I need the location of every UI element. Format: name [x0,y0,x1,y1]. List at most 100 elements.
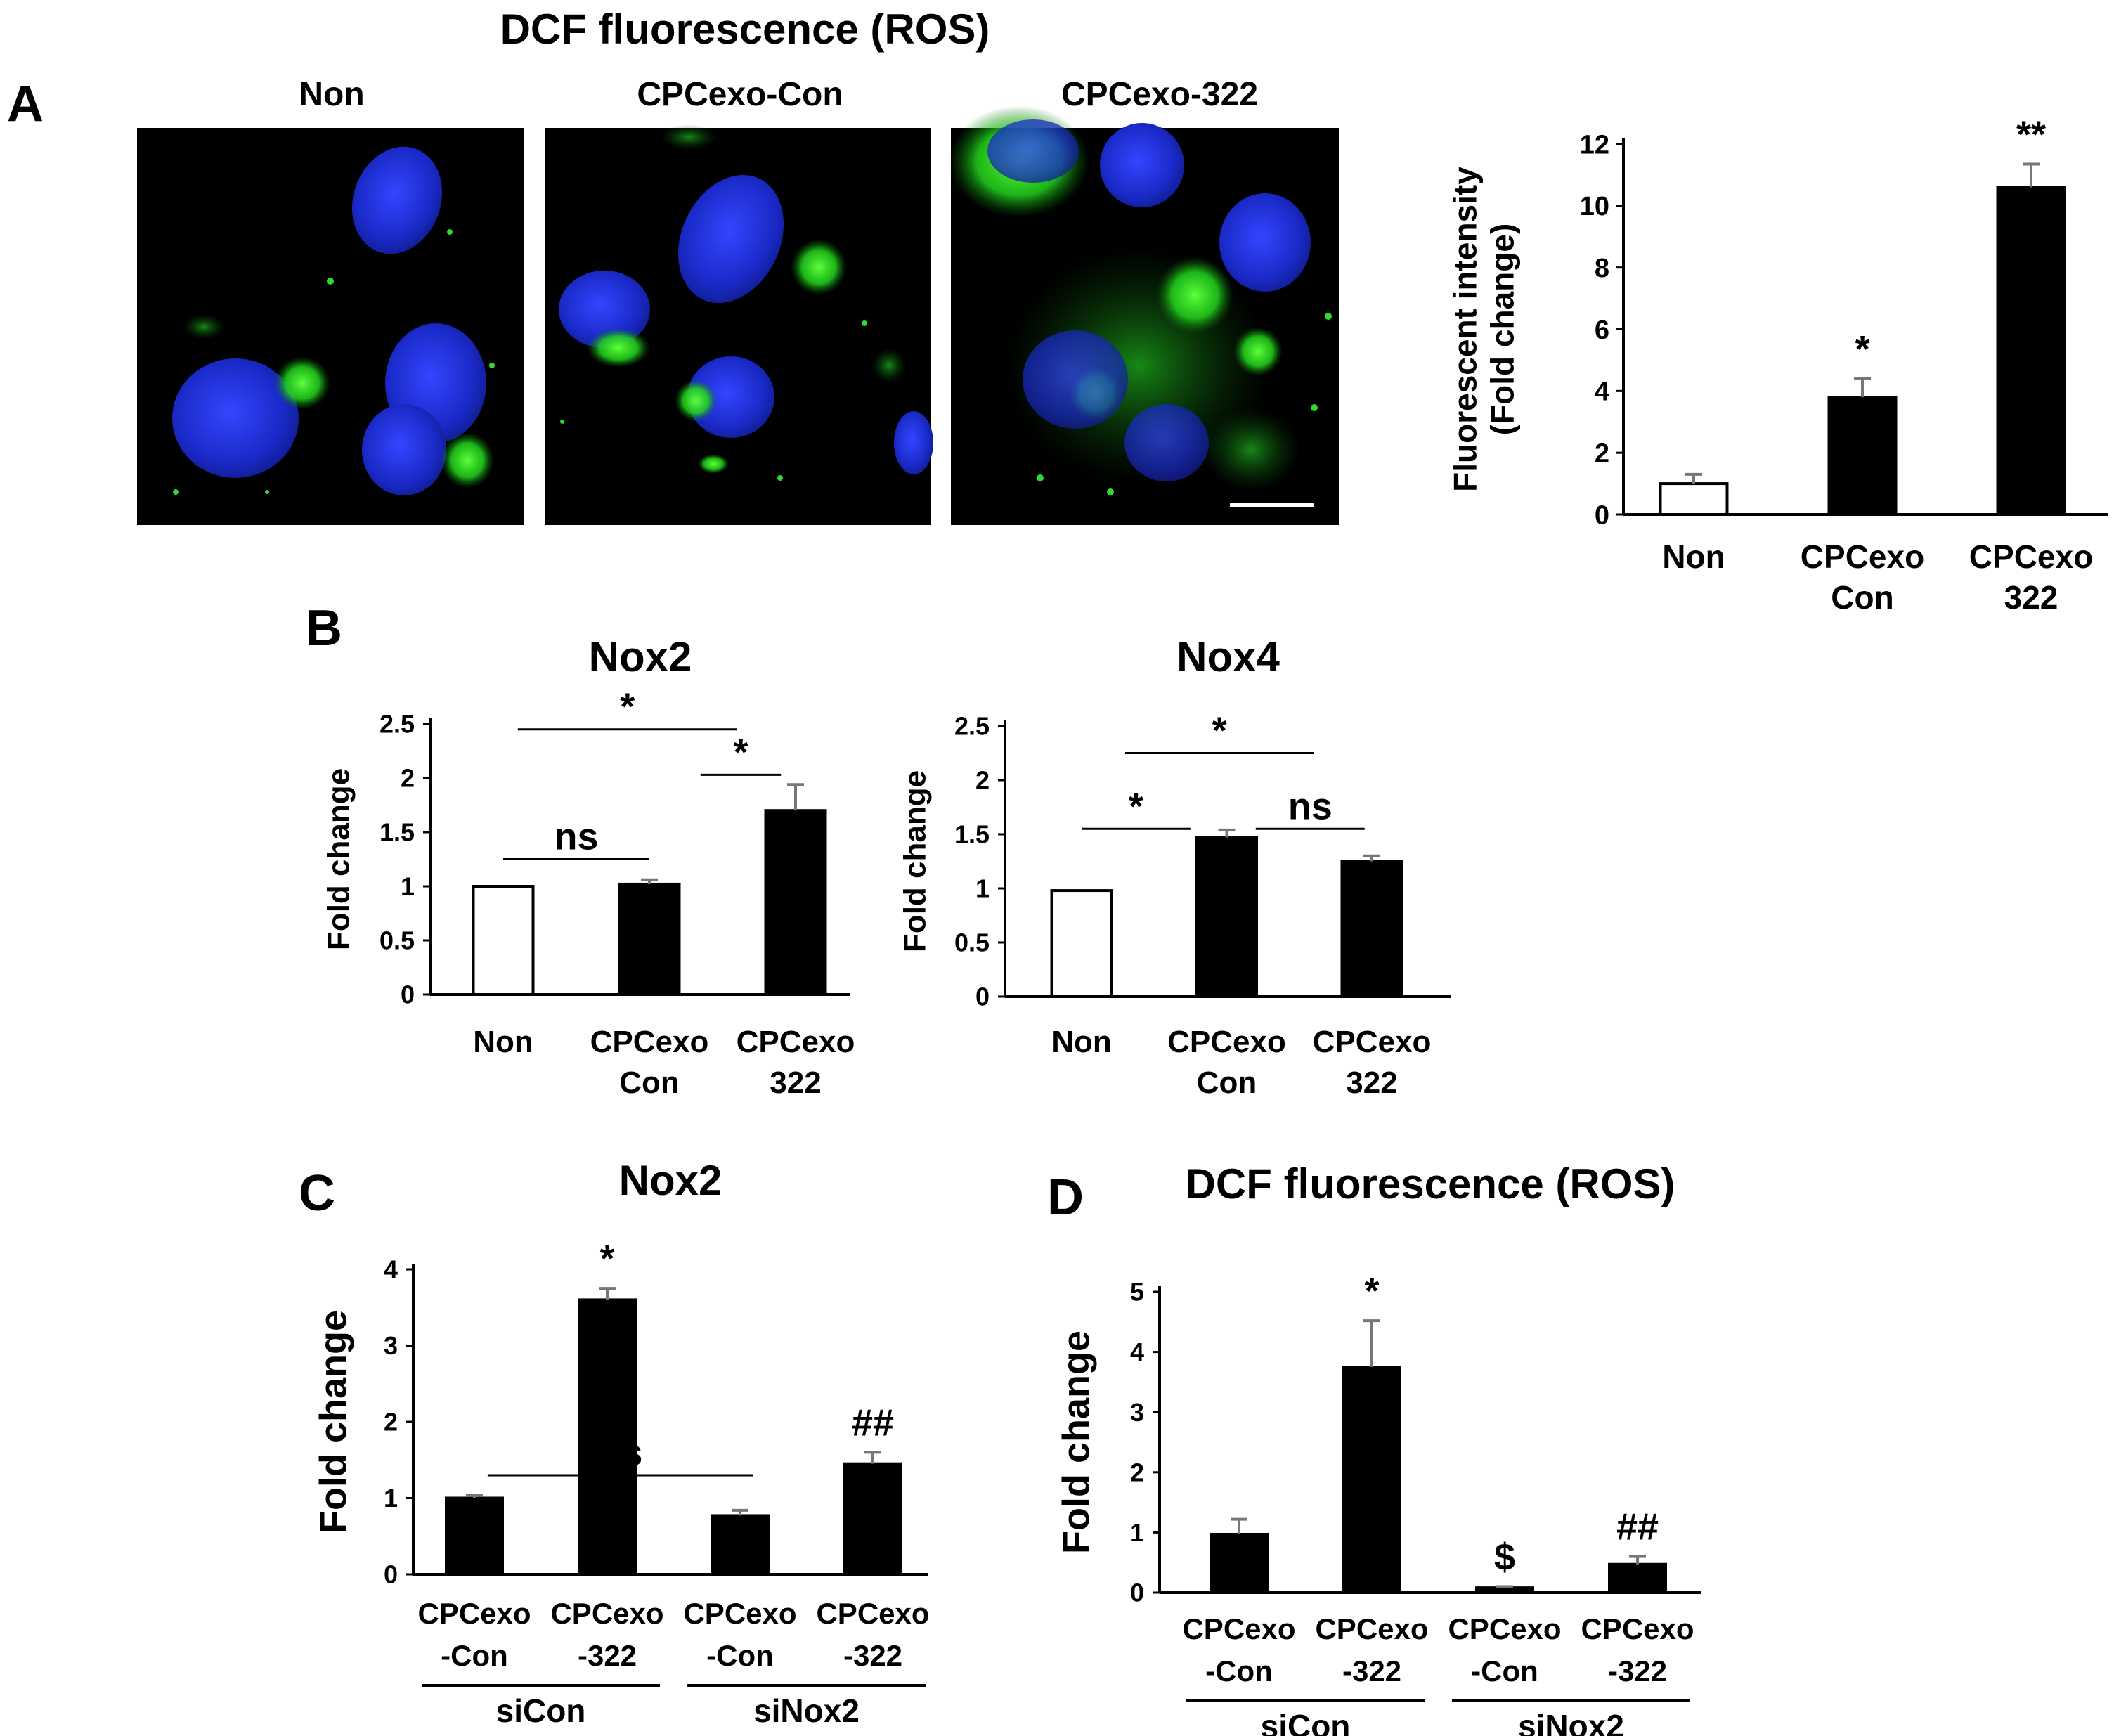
x-category-label: CPCexo [417,1597,531,1630]
bar [711,1514,770,1576]
y-tick-label: 2 [975,766,990,795]
significance-mark: ** [2016,114,2046,156]
y-tick-label: 5 [1130,1278,1144,1307]
ros-signal [441,432,494,488]
x-category-label: Con [1831,579,1893,616]
micrograph-non [137,128,524,525]
ros-signal [675,380,717,422]
y-tick-label: 0 [1595,500,1609,530]
significance-mark: ## [852,1401,894,1444]
y-tick-label: 0 [384,1560,398,1589]
y-tick-label: 12 [1580,130,1609,160]
bar [1342,1366,1401,1594]
ros-signal [698,454,729,474]
x-category-label: CPCexo [737,1025,855,1059]
significance-mark: * [599,1238,614,1280]
y-tick-label: 1.5 [954,820,990,849]
chart-c-nox2: Nox2 0 1 2 3 4 Fold change * ## ns CPCexo -Con CPCex… [312,1157,929,1729]
x-category-label: CPCexo [816,1597,929,1630]
x-category-label: -Con [1205,1654,1273,1688]
x-category-label: -322 [1342,1654,1401,1688]
ros-signal [1202,408,1300,492]
x-category-label: CPCexo [550,1597,663,1630]
bar [445,1496,504,1576]
chart-title: Nox2 [619,1157,722,1204]
bar [1996,186,2066,516]
nucleus [987,119,1079,183]
y-tick-label: 3 [384,1331,398,1360]
x-category-label: -322 [578,1639,637,1672]
bar [578,1298,637,1576]
x-category-label: 322 [770,1065,821,1100]
x-category-label: -322 [843,1639,902,1672]
y-tick-label: 0 [401,980,415,1009]
image-label-cpcexo-322: CPCexo-322 [1061,76,1258,113]
y-tick-label: 2 [1595,439,1609,468]
bar [1050,889,1113,998]
bar [1659,482,1729,516]
chart-b-nox4: Nox4 0 0.5 1 1.5 2 2.5 Fold change * ns * Non CPCexo… [898,633,1451,1100]
comparison-label: * [733,731,748,773]
chart-title: Nox2 [589,633,692,680]
y-tick-label: 2.5 [954,712,990,741]
x-category-label: Non [1051,1025,1112,1059]
comparison-label: ns [1288,785,1332,827]
x-category-label: Non [473,1025,533,1059]
group-label: siNox2 [753,1692,860,1729]
chart-title: Nox4 [1176,633,1280,680]
y-tick-label: 4 [1130,1337,1144,1366]
x-category-label: -322 [1608,1654,1667,1688]
nucleus [1219,193,1311,292]
nucleus [687,356,774,438]
x-category-label: -Con [706,1639,774,1672]
y-tick-label: 0 [975,983,990,1011]
significance-mark: * [1855,328,1869,370]
x-category-label: CPCexo [1448,1612,1561,1645]
nucleus [172,358,299,478]
chart-a-fluorescent-intensity: 0 2 4 6 8 10 12 Fluorescent intensity (Fold chan… [1447,114,2108,616]
micrograph-cpcexo-322 [949,105,1339,525]
y-tick-label: 1 [401,872,415,901]
x-category-label: CPCexo [1167,1025,1286,1059]
nucleus [1100,123,1184,207]
y-axis-title: Fold change [1055,1330,1097,1554]
bar [1608,1562,1667,1595]
ros-signal [791,239,847,295]
y-tick-label: 10 [1580,192,1609,221]
y-tick-label: 1.5 [380,818,415,847]
bar [1827,396,1898,516]
y-tick-label: 2 [1130,1458,1144,1486]
nucleus [362,404,446,495]
y-axis-title: Fold change [322,768,356,950]
x-category-label: CPCexo [590,1025,709,1059]
y-tick-label: 6 [1595,316,1609,345]
comparison-label: * [1129,785,1143,827]
x-category-label: CPCexo [1581,1612,1694,1645]
significance-mark: * [1364,1270,1379,1312]
bar [1475,1586,1534,1595]
group-label: siCon [496,1692,586,1729]
bar [1210,1532,1269,1595]
comparison-label: ns [598,1432,642,1474]
y-tick-label: 1 [975,874,990,903]
panel-a-title: DCF fluorescence (ROS) [500,6,990,53]
comparison-label: * [1212,710,1227,752]
x-category-label: CPCexo [683,1597,796,1630]
x-category-label: Con [1197,1065,1257,1100]
x-category-label: -Con [1471,1654,1538,1688]
panel-label-c: C [299,1165,335,1222]
y-axis-title: (Fold change) [1484,224,1521,436]
nucleus [351,146,443,254]
y-tick-label: 1 [384,1484,398,1512]
significance-mark: ## [1616,1506,1659,1548]
ros-signal [1156,257,1233,334]
nucleus [1124,404,1209,481]
image-label-non: Non [299,76,364,113]
x-category-label: CPCexo [1801,538,1924,575]
panel-label-d: D [1047,1170,1084,1226]
chart-title: DCF fluorescence (ROS) [1186,1160,1675,1207]
comparison-label: * [620,686,635,728]
ros-signal [183,314,225,339]
x-category-label: Non [1662,538,1725,575]
